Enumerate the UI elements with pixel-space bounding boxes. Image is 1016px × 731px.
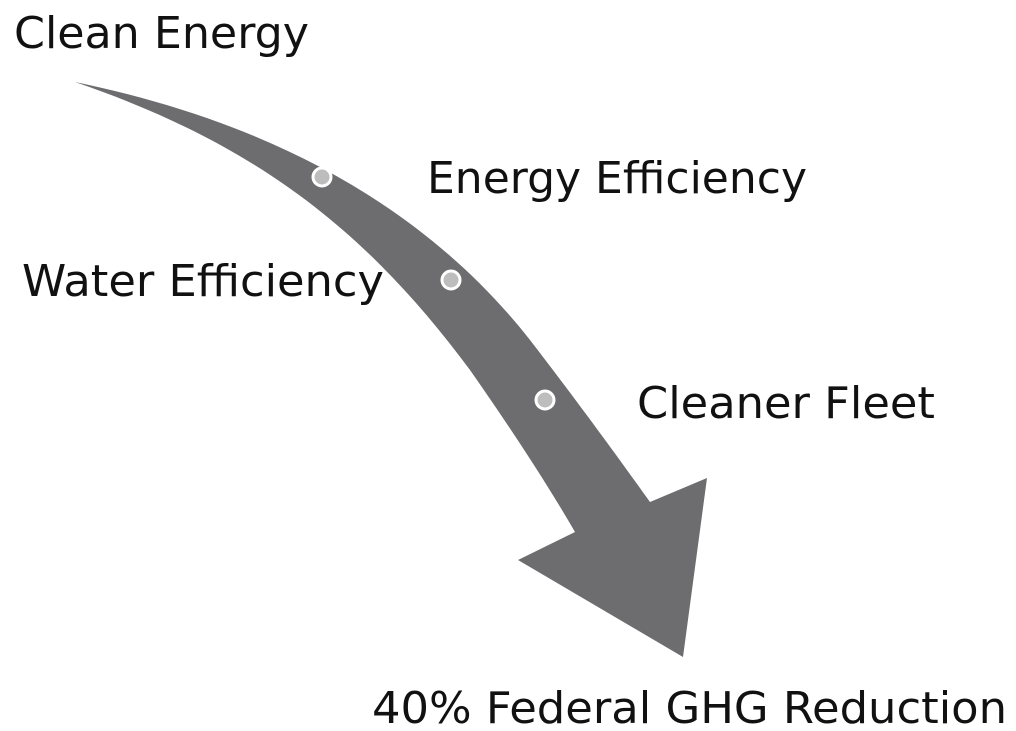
- milestone-dot: [534, 389, 556, 411]
- milestone-dot: [311, 166, 333, 188]
- node-label: 40% Federal GHG Reduction: [372, 683, 1007, 727]
- milestone-dot: [440, 269, 462, 291]
- node-label: Energy Efficiency: [427, 153, 807, 204]
- curved-arrow: [75, 82, 707, 657]
- node-label: Clean Energy: [14, 8, 309, 59]
- node-label: Cleaner Fleet: [637, 378, 935, 429]
- node-label: Water Efficiency: [22, 256, 384, 307]
